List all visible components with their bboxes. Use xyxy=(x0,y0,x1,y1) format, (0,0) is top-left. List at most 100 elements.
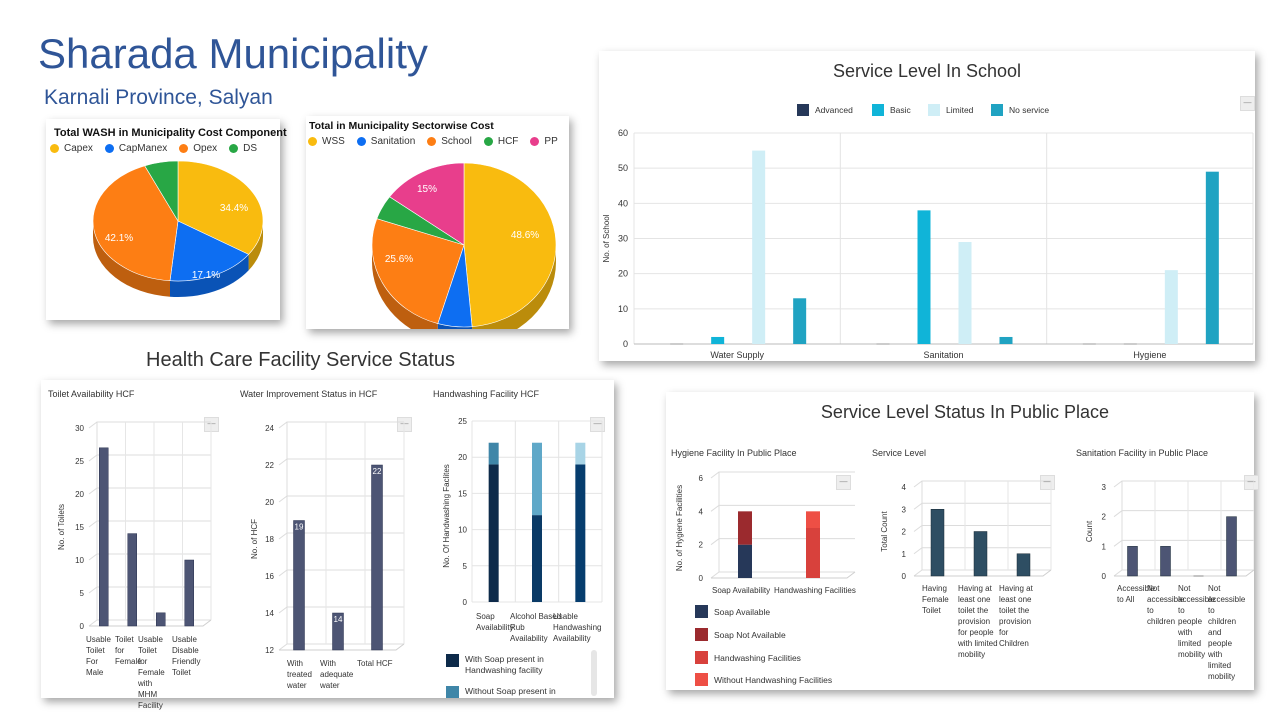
bar xyxy=(488,464,499,602)
pie-slice-side xyxy=(93,221,171,297)
gridline xyxy=(710,571,855,579)
bar xyxy=(575,442,586,465)
legend-item[interactable]: Sanitation xyxy=(356,136,415,147)
y-tick-label: 60 xyxy=(618,128,628,138)
legend-item[interactable]: School xyxy=(427,136,472,147)
legend-item[interactable]: PP xyxy=(530,136,558,147)
y-tick-label: 20 xyxy=(618,269,628,279)
pie-card-sectorwise-cost: Total in Municipality Sectorwise Cost WS… xyxy=(306,116,569,329)
x-tick-label: Alcohol Based Rub Availability xyxy=(510,612,562,643)
bar xyxy=(738,544,752,578)
y-tick-label: 2 xyxy=(902,528,907,537)
y-tick-label: 2 xyxy=(1102,513,1107,522)
chart-title: Total WASH in Municipality Cost Componen… xyxy=(54,127,287,139)
bar xyxy=(930,509,945,577)
x-axis xyxy=(1114,569,1254,577)
y-tick-label: 6 xyxy=(699,474,704,483)
bar xyxy=(532,515,542,602)
x-tick-label: Not accessible to people with limited mo… xyxy=(1178,584,1216,659)
y-tick-label: 0 xyxy=(1102,572,1107,581)
chart-title: Service Level In School xyxy=(832,61,1022,81)
gridline xyxy=(913,502,1051,510)
legend-item[interactable]: Soap Not Available xyxy=(695,628,786,641)
bar xyxy=(488,442,499,465)
x-tick-label: With adequate water xyxy=(320,659,354,690)
section-title-hcf: Health Care Facility Service Status xyxy=(146,349,456,371)
pie-card-wash-cost: Total WASH in Municipality Cost Componen… xyxy=(46,119,287,320)
y-tick-label: 18 xyxy=(265,535,274,544)
legend-item[interactable]: CapManex xyxy=(104,143,167,154)
school-chart-card: Service Level In School Advanced Basic L… xyxy=(599,51,1255,361)
pie-slice-side xyxy=(372,245,438,329)
bar xyxy=(738,511,752,545)
chart-title: Handwashing Facility HCF xyxy=(433,389,540,399)
bar xyxy=(1164,270,1178,344)
bar xyxy=(1226,516,1237,577)
data-label: 48.6% xyxy=(511,230,539,241)
y-tick-label: 20 xyxy=(75,490,84,499)
x-tick-label: Having at least one toilet the provision… xyxy=(958,584,998,659)
legend-item[interactable]: Capex xyxy=(50,143,93,154)
x-tick-label: Not accessible to children xyxy=(1147,584,1185,626)
legend-item[interactable]: DS xyxy=(229,143,257,154)
bar-chart: 0 10 20 30 40 50 60 Water Supply Sanitation Hygie… xyxy=(602,128,1254,360)
chart-menu-button[interactable]: — xyxy=(836,475,851,490)
pie-slice xyxy=(144,160,179,223)
chart-title: Sanitation Facility in Public Place xyxy=(1076,448,1209,458)
bar xyxy=(127,533,137,627)
y-axis-label: Count xyxy=(1085,520,1094,542)
bar xyxy=(293,520,305,651)
x-tick-label: Having Female Toilet xyxy=(922,584,949,615)
legend-item[interactable]: HCF xyxy=(483,136,518,147)
bar xyxy=(752,150,766,344)
chart-legend: WSS Sanitation School HCF PP xyxy=(308,136,558,147)
bar xyxy=(806,511,820,528)
legend-item[interactable]: Handwashing Facilities xyxy=(695,651,801,664)
x-tick-label: Not accessible to children and people wi… xyxy=(1208,584,1246,681)
x-tick-label: Toilet for Female xyxy=(115,635,142,666)
gridline xyxy=(278,421,404,429)
bar xyxy=(575,464,586,602)
y-tick-label: 3 xyxy=(902,505,907,514)
pie-slice xyxy=(463,162,557,328)
legend-item[interactable]: Basic xyxy=(872,104,911,116)
legend-scrollbar[interactable] xyxy=(591,650,597,696)
legend-item[interactable]: Opex xyxy=(179,143,217,154)
public-place-charts-card: Service Level Status In Public Place Hyg… xyxy=(666,392,1259,690)
pie-chart: 48.6% 25.6% 15% xyxy=(371,162,557,329)
bar xyxy=(917,210,931,344)
bar xyxy=(184,559,194,627)
y-axis-label: Total Count xyxy=(880,510,889,551)
legend-item[interactable]: Advanced xyxy=(797,104,853,116)
y-tick-label: 1 xyxy=(902,550,907,559)
pie-slice xyxy=(169,220,250,282)
y-tick-label: 5 xyxy=(80,589,85,598)
pie-slice xyxy=(389,162,465,246)
bar xyxy=(1127,546,1138,577)
legend-item[interactable]: Limited xyxy=(928,104,973,116)
x-tick-label: Soap Availability xyxy=(712,586,771,595)
x-tick-label: Usable Toilet for Female with MHM Facili… xyxy=(138,635,165,710)
chart-title: Service Level Status In Public Place xyxy=(820,402,1110,422)
chart-title: Total in Municipality Sectorwise Cost xyxy=(309,120,494,132)
gridline xyxy=(278,458,404,466)
chart-menu-button[interactable]: — xyxy=(1240,96,1255,111)
y-tick-label: 4 xyxy=(902,483,907,492)
gridline xyxy=(88,421,211,429)
legend-item[interactable]: WSS xyxy=(308,136,345,147)
x-axis xyxy=(711,571,856,579)
pie-chart: 34.4% 17.1% 42.1% xyxy=(92,160,264,297)
y-tick-label: 0 xyxy=(80,622,85,631)
bar xyxy=(1205,171,1219,344)
y-tick-label: 5 xyxy=(463,562,468,571)
legend-item[interactable]: No service xyxy=(991,104,1049,116)
y-tick-label: 25 xyxy=(75,457,84,466)
legend-item[interactable]: Soap Available xyxy=(695,605,770,618)
chart-title: Toilet Availability HCF xyxy=(48,389,135,399)
legend-item[interactable]: Without Soap present in xyxy=(446,686,590,698)
y-tick-label: 14 xyxy=(265,609,274,618)
data-label: 22 xyxy=(373,467,382,476)
hcf-charts-card: Toilet Availability HCF Water Improvemen… xyxy=(41,380,614,710)
legend-item[interactable]: With Soap present in Handwashing facilit… xyxy=(446,654,590,676)
legend-item[interactable]: Without Handwashing Facilities xyxy=(695,673,832,686)
